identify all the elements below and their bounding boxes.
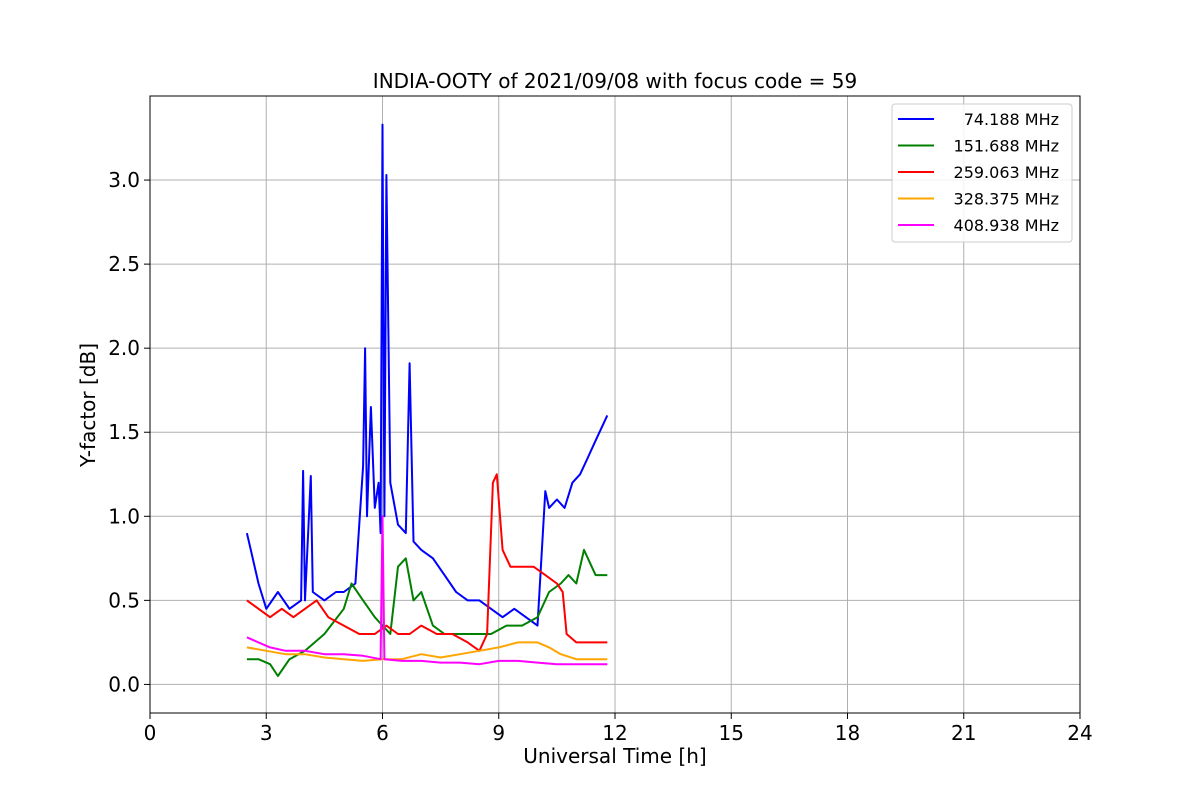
x-tick-label: 18 — [835, 721, 860, 745]
x-tick-label: 0 — [144, 721, 157, 745]
y-tick-label: 0.0 — [108, 672, 140, 696]
series-line-4 — [246, 515, 608, 666]
legend-label: 259.063 MHz — [954, 163, 1059, 182]
y-tick-label: 1.5 — [108, 420, 140, 444]
y-tick-label: 1.0 — [108, 504, 140, 528]
x-tick-label: 12 — [602, 721, 627, 745]
x-axis-ticks: 0 3 6 9 12 15 18 21 24 — [144, 713, 1093, 745]
y-tick-label: 0.5 — [108, 588, 140, 612]
y-tick-label: 2.0 — [108, 336, 140, 360]
x-tick-label: 3 — [260, 721, 273, 745]
legend-label: 74.188 MHz — [964, 110, 1059, 129]
chart-title: INDIA-OOTY of 2021/09/08 with focus code… — [373, 69, 857, 93]
x-tick-label: 15 — [719, 721, 744, 745]
x-tick-label: 6 — [376, 721, 389, 745]
x-tick-label: 24 — [1067, 721, 1092, 745]
x-axis-label: Universal Time [h] — [523, 744, 706, 768]
legend-box — [891, 103, 1073, 243]
y-tick-label: 2.5 — [108, 252, 140, 276]
legend-label: 151.688 MHz — [954, 137, 1059, 156]
series-line-2 — [246, 473, 608, 652]
legend-label: 408.938 MHz — [954, 216, 1059, 235]
series-line-0 — [245, 123, 609, 627]
x-tick-label: 9 — [492, 721, 505, 745]
y-axis-label: Y-factor [dB] — [76, 343, 100, 468]
series-line-3 — [246, 641, 608, 662]
plot-lines — [245, 123, 609, 677]
legend-label: 328.375 MHz — [954, 190, 1059, 209]
x-tick-label: 21 — [951, 721, 976, 745]
y-tick-label: 3.0 — [108, 168, 140, 192]
legend: 74.188 MHz 151.688 MHz 259.063 MHz 328.375 … — [891, 103, 1073, 243]
y-axis-ticks: 0.0 0.5 1.0 1.5 2.0 2.5 3.0 — [108, 168, 150, 696]
